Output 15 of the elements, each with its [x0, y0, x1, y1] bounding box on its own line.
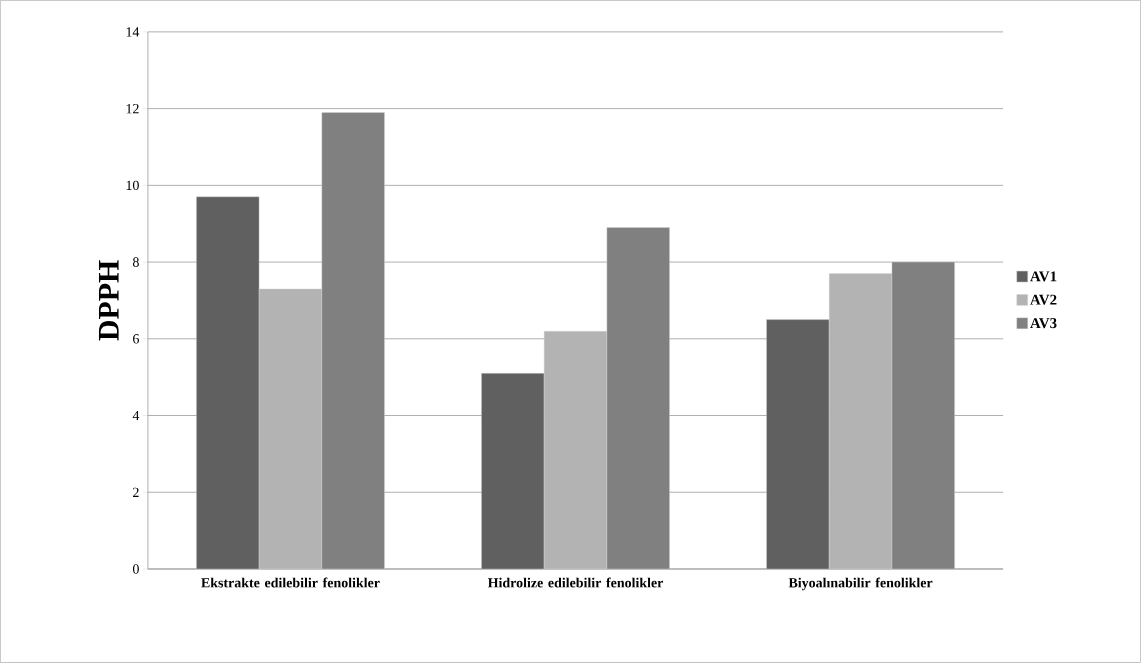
y-tick-label: 2 [133, 487, 139, 497]
x-tick-label: Ekstrakte edilebilir fenolikler [201, 577, 380, 588]
y-tick-label: 4 [132, 410, 140, 421]
y-axis-title: DPPH [98, 260, 119, 341]
legend-label: AV3 [1030, 318, 1057, 329]
legend-label: AV1 [1030, 271, 1057, 282]
y-tick-label: 10 [126, 180, 139, 191]
y-tick-label: 8 [132, 257, 139, 267]
y-tick-label: 14 [126, 27, 140, 37]
y-tick-label: 12 [126, 104, 139, 114]
legend-label: AV2 [1030, 294, 1057, 305]
x-tick-label: Hidrolize edilebilir fenolikler [487, 577, 664, 588]
y-tick-label: 0 [132, 564, 139, 574]
y-tick-label: 6 [133, 334, 139, 344]
x-tick-label: Biyoalınabilir fenolikler [788, 577, 933, 591]
